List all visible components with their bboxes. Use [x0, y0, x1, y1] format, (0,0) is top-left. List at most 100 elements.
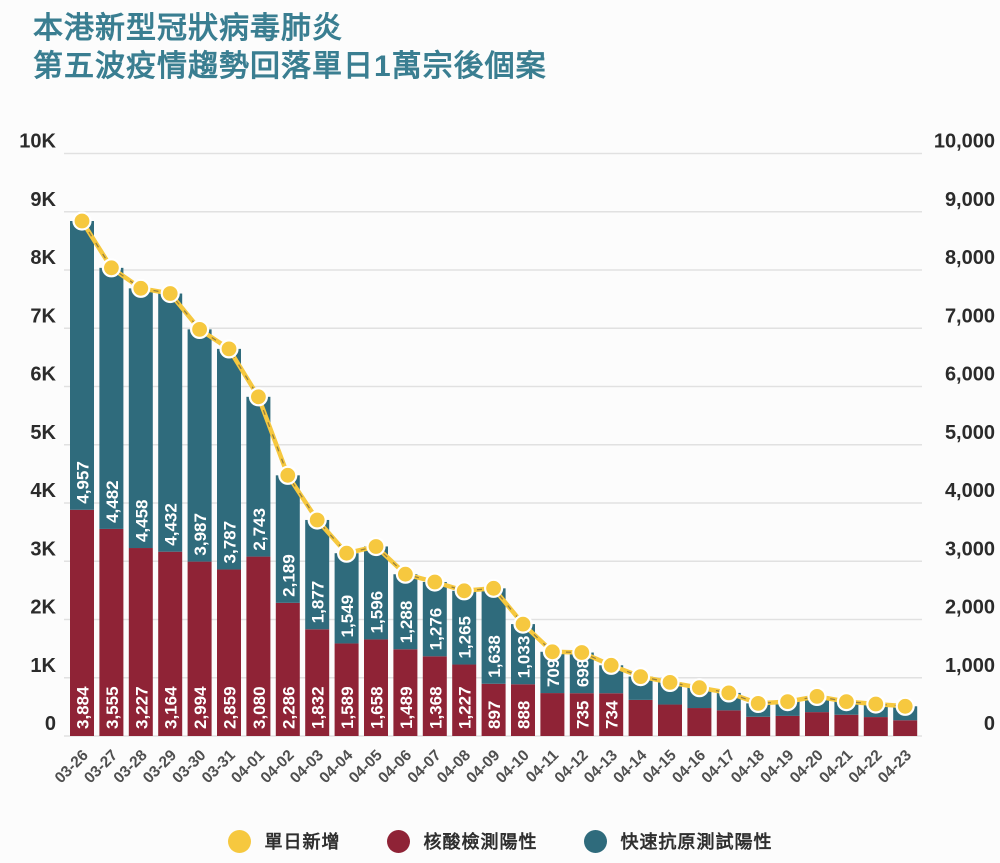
bar-value-rat: 1,288: [397, 601, 416, 644]
daily-total-point: [601, 655, 621, 675]
legend-label-pcr: 核酸檢測陽性: [423, 832, 538, 852]
daily-total-point: [190, 319, 210, 339]
chart-title: 本港新型冠狀病毒肺炎 第五波疫情趨勢回落單日1萬宗後個案: [33, 12, 547, 83]
bar-value-pcr: 2,859: [221, 686, 240, 729]
daily-total-point: [513, 614, 533, 634]
bar-value-pcr: 3,884: [74, 686, 93, 729]
pcr-positive-dot-icon: [386, 829, 410, 853]
daily-total-point: [895, 696, 915, 716]
bar-rat: [217, 348, 241, 570]
bar-pcr: [334, 643, 359, 736]
y-axis-right-tick: 10,000: [934, 131, 995, 153]
legend-item-daily: 單日新增: [227, 828, 341, 854]
bar-pcr: [128, 548, 153, 736]
bar-pcr: [481, 683, 506, 736]
bar-rat: [99, 267, 124, 529]
y-axis-right-tick: 6,000: [945, 364, 995, 386]
daily-total-point: [366, 536, 386, 557]
bar-value-rat: 1,549: [338, 595, 357, 638]
bar-value-pcr: 1,658: [368, 686, 387, 729]
bar-value-pcr: 3,555: [103, 686, 122, 729]
bar-value-rat: 1,276: [426, 608, 445, 651]
bar-rat: [422, 581, 447, 657]
daily-total-point: [866, 694, 886, 714]
bar-pcr: [746, 716, 771, 736]
bar-pcr: [863, 717, 888, 736]
bar-pcr: [628, 699, 653, 736]
bar-pcr: [99, 528, 124, 736]
daily-total-point: [572, 642, 592, 663]
daily-total-point: [101, 258, 122, 278]
bar-pcr: [305, 629, 330, 736]
bar-pcr: [775, 715, 800, 736]
bar-rat: [334, 553, 359, 644]
daily-total-point: [807, 686, 827, 707]
bar-pcr: [393, 649, 418, 736]
bar-value-pcr: 897: [485, 701, 504, 729]
bar-pcr: [893, 720, 918, 736]
legend-label-daily: 單日新增: [264, 832, 341, 852]
bar-pcr: [217, 569, 241, 736]
rat-positive-dot-icon: [583, 829, 607, 853]
chart-legend: 單日新增 核酸檢測陽性 快速抗原測試陽性: [0, 828, 1000, 854]
bar-rat: [393, 574, 418, 650]
bar-pcr: [716, 710, 741, 736]
bar-value-pcr: 1,368: [426, 686, 445, 729]
bar-pcr: [687, 708, 712, 736]
bar-pcr: [658, 704, 682, 736]
y-axis-left-tick: 1K: [30, 655, 56, 677]
bar-value-rat: 3,787: [221, 521, 240, 564]
bar-pcr: [275, 602, 300, 736]
bar-value-rat: 4,957: [74, 461, 93, 504]
bar-value-pcr: 735: [573, 701, 592, 729]
bar-value-pcr: 1,489: [397, 686, 416, 729]
y-axis-left-tick: 6K: [30, 364, 56, 386]
legend-item-rat: 快速抗原測試陽性: [583, 828, 773, 854]
legend-item-pcr: 核酸檢測陽性: [386, 828, 538, 854]
y-axis-right-tick: 2,000: [945, 597, 995, 619]
daily-total-point: [777, 691, 798, 712]
y-axis-left-tick: 3K: [30, 538, 56, 560]
bar-value-rat: 709: [544, 659, 563, 687]
y-axis-left-tick: 4K: [30, 480, 56, 502]
bar-rat: [481, 588, 506, 684]
bar-pcr: [569, 693, 594, 736]
daily-total-point: [836, 691, 857, 712]
y-axis-left-tick: 8K: [30, 247, 56, 269]
bar-value-pcr: 3,227: [132, 686, 151, 729]
daily-total-point: [719, 683, 739, 703]
bar-value-rat: 1,033: [515, 636, 534, 679]
bar-value-pcr: 2,994: [191, 686, 210, 729]
daily-total-point: [630, 666, 651, 687]
x-axis-date-label: 04-23: [875, 747, 915, 787]
daily-total-point: [72, 211, 92, 231]
daily-total-point: [307, 510, 327, 530]
daily-total-point: [219, 339, 239, 359]
daily-total-point: [278, 465, 298, 485]
bar-value-rat: 3,987: [191, 513, 210, 556]
bar-value-rat: 1,265: [456, 616, 475, 659]
daily-total-point: [248, 387, 268, 407]
bar-value-rat: 1,638: [485, 635, 504, 678]
bar-rat: [187, 329, 212, 562]
bar-pcr: [422, 656, 447, 736]
y-axis-left-tick: 7K: [30, 305, 56, 327]
bar-value-pcr: 3,164: [162, 686, 181, 729]
bar-rat: [275, 475, 300, 603]
bar-value-pcr: 3,080: [250, 686, 269, 729]
y-axis-left-tick: 10K: [19, 131, 56, 153]
y-axis-right-tick: 1,000: [945, 655, 995, 677]
bar-pcr: [834, 714, 859, 736]
bar-value-rat: 2,743: [250, 508, 269, 551]
bar-value-rat: 4,482: [103, 480, 122, 523]
daily-total-point: [425, 572, 445, 592]
bar-value-pcr: 1,227: [456, 686, 475, 729]
daily-total-point: [689, 678, 710, 698]
y-axis-right-tick: 8,000: [945, 247, 995, 269]
y-axis-right-tick: 9,000: [945, 189, 995, 211]
bar-rat: [452, 590, 477, 665]
daily-total-point: [454, 581, 474, 601]
bar-rat: [128, 288, 153, 549]
bar-rat: [305, 519, 330, 630]
